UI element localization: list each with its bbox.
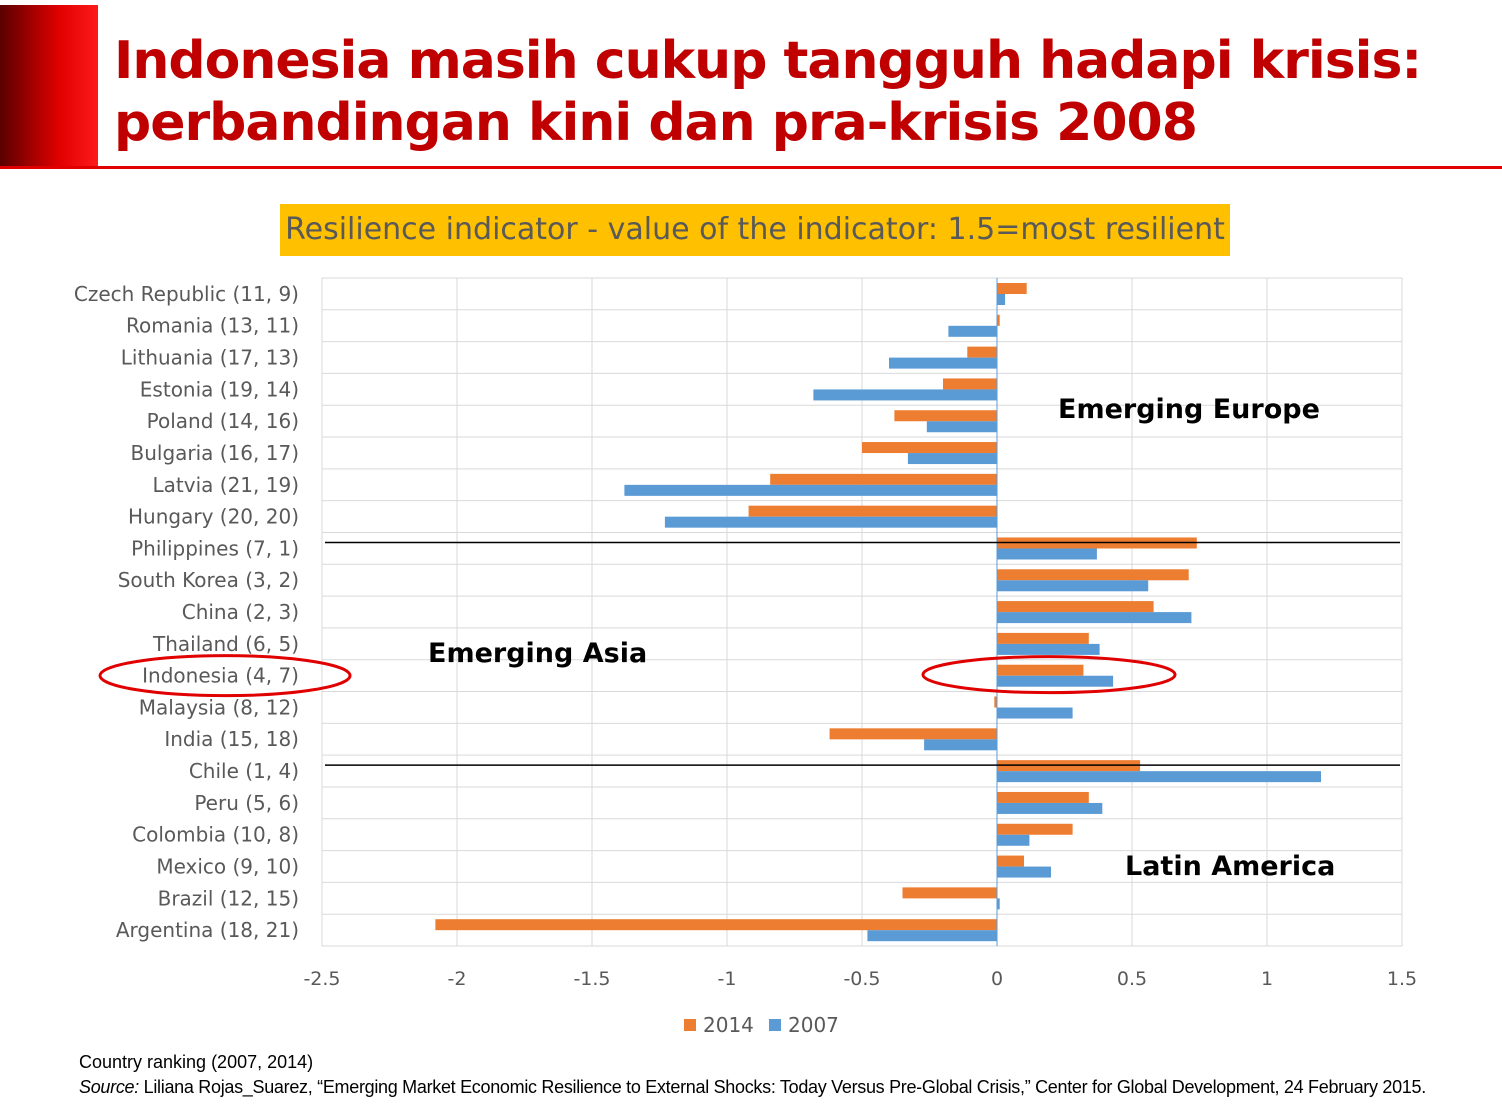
bar-2014 <box>997 569 1189 581</box>
bar-2007 <box>997 866 1051 878</box>
category-label: Hungary (20, 20) <box>128 505 299 529</box>
category-label: Thailand (6, 5) <box>152 632 299 656</box>
category-label: Romania (13, 11) <box>126 314 299 338</box>
category-label: Poland (14, 16) <box>147 409 299 433</box>
category-label: Indonesia (4, 7) <box>142 664 299 688</box>
bar-2014 <box>943 378 997 390</box>
category-label: Latvia (21, 19) <box>153 473 299 497</box>
source-text: Liliana Rojas_Suarez, “Emerging Market E… <box>138 1077 1427 1097</box>
bar-2007 <box>907 453 997 465</box>
legend-swatch-2007 <box>769 1019 781 1031</box>
category-label: Chile (1, 4) <box>189 759 299 783</box>
bar-2014 <box>994 696 997 708</box>
source-label: Source: <box>79 1077 139 1097</box>
footer-note: Country ranking (2007, 2014) <box>79 1052 314 1072</box>
legend-label-2007: 2007 <box>788 1013 839 1037</box>
bar-2007 <box>997 643 1100 655</box>
bar-2007 <box>889 357 997 369</box>
x-tick-label: 0.5 <box>1117 968 1147 990</box>
bar-2007 <box>813 389 997 401</box>
group-annotation: Latin America <box>1125 851 1335 882</box>
category-label: Mexico (9, 10) <box>156 854 299 878</box>
x-tick-label: 1 <box>1261 968 1273 990</box>
group-annotation: Emerging Europe <box>1058 394 1320 425</box>
bar-2007 <box>997 580 1149 592</box>
x-tick-label: -1 <box>718 968 737 990</box>
bar-2014 <box>902 887 997 899</box>
legend-label-2014: 2014 <box>703 1013 754 1037</box>
category-label: South Korea (3, 2) <box>118 568 299 592</box>
legend-swatch-2014 <box>684 1019 696 1031</box>
x-tick-label: -1.5 <box>573 968 610 990</box>
bar-2014 <box>967 346 997 358</box>
bar-2014 <box>435 919 997 931</box>
bar-2007 <box>664 516 997 528</box>
bar-2007 <box>997 612 1192 624</box>
bar-2007 <box>997 771 1321 783</box>
title-line-2: perbandingan kini dan pra-krisis 2008 <box>114 93 1198 153</box>
bar-2014 <box>997 855 1024 867</box>
bar-2007 <box>997 548 1097 560</box>
bar-2007 <box>997 294 1006 305</box>
x-tick-label: 1.5 <box>1387 968 1417 990</box>
x-tick-label: 0 <box>991 968 1003 990</box>
bar-2014 <box>770 473 997 485</box>
bar-2007 <box>624 484 997 496</box>
bar-2007 <box>948 325 997 337</box>
highlight-ellipse-label <box>98 654 352 698</box>
x-tick-label: -2.5 <box>303 968 340 990</box>
bar-2014 <box>997 823 1073 835</box>
x-tick-label: -2 <box>448 968 467 990</box>
page-title: Indonesia masih cukup tangguh hadapi kri… <box>114 30 1422 154</box>
category-label: Colombia (10, 8) <box>132 823 299 847</box>
category-label: China (2, 3) <box>182 600 299 624</box>
bar-2014 <box>997 632 1089 644</box>
bar-2007 <box>924 739 997 751</box>
bar-2007 <box>997 707 1073 719</box>
bar-2014 <box>997 314 1000 326</box>
category-label: Bulgaria (16, 17) <box>130 441 299 465</box>
chart-title: Resilience indicator - value of the indi… <box>280 204 1230 256</box>
bar-2007 <box>997 898 1000 910</box>
bar-2014 <box>748 505 997 517</box>
bar-2007 <box>997 675 1114 687</box>
bar-2014 <box>997 283 1027 294</box>
bar-2007 <box>867 930 997 942</box>
title-accent-block <box>0 5 98 167</box>
bar-2007 <box>926 421 997 433</box>
category-label: India (15, 18) <box>164 727 299 751</box>
highlight-ellipse-bars <box>921 655 1177 695</box>
category-label: Argentina (18, 21) <box>116 918 299 942</box>
bar-2014 <box>997 664 1084 676</box>
title-line-1: Indonesia masih cukup tangguh hadapi kri… <box>114 31 1422 91</box>
bar-2007 <box>997 834 1030 846</box>
category-label: Estonia (19, 14) <box>140 377 299 401</box>
bar-2014 <box>997 791 1089 803</box>
bar-2014 <box>862 442 997 454</box>
category-label: Lithuania (17, 13) <box>121 346 299 370</box>
title-underline <box>0 166 1502 169</box>
category-label: Philippines (7, 1) <box>131 536 299 560</box>
x-tick-label: -0.5 <box>843 968 880 990</box>
bar-2014 <box>829 728 997 740</box>
category-label: Malaysia (8, 12) <box>139 695 299 719</box>
category-label: Peru (5, 6) <box>194 791 299 815</box>
footer-source: Source: Liliana Rojas_Suarez, “Emerging … <box>79 1077 1426 1098</box>
group-annotation: Emerging Asia <box>428 638 647 669</box>
category-label: Brazil (12, 15) <box>158 886 299 910</box>
bar-2007 <box>997 802 1103 814</box>
bar-2014 <box>894 410 997 422</box>
bar-2014 <box>997 601 1154 613</box>
category-label: Czech Republic (11, 9) <box>74 282 299 306</box>
